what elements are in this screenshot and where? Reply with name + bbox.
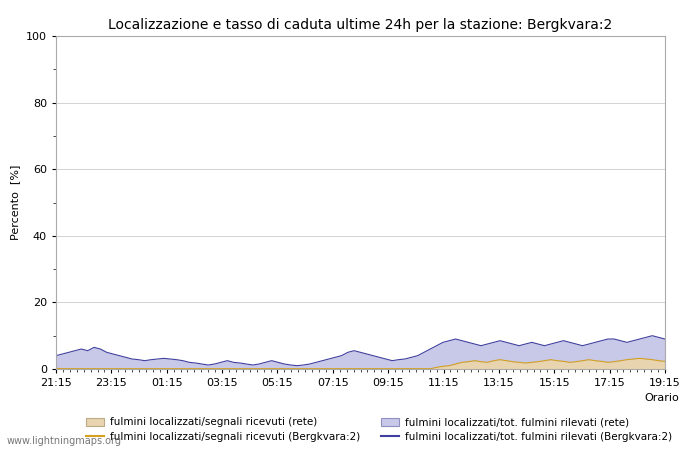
- Text: Orario: Orario: [644, 393, 679, 403]
- Y-axis label: Percento  [%]: Percento [%]: [10, 165, 20, 240]
- Text: www.lightningmaps.org: www.lightningmaps.org: [7, 436, 122, 446]
- Legend: fulmini localizzati/segnali ricevuti (rete), fulmini localizzati/segnali ricevut: fulmini localizzati/segnali ricevuti (re…: [85, 418, 672, 441]
- Title: Localizzazione e tasso di caduta ultime 24h per la stazione: Bergkvara:2: Localizzazione e tasso di caduta ultime …: [108, 18, 612, 32]
